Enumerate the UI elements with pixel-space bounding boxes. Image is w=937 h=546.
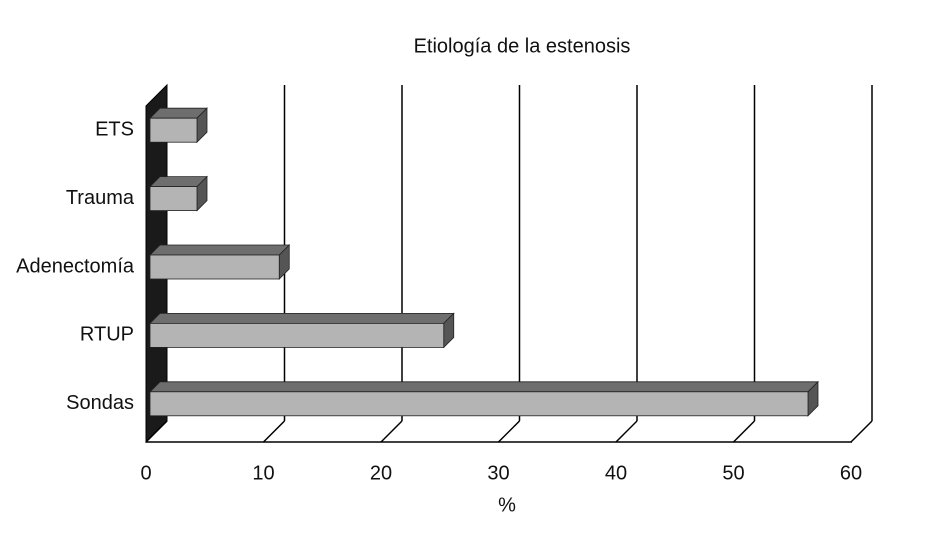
x-tick-label: 20 — [370, 462, 392, 484]
bar — [149, 107, 208, 144]
bar — [149, 244, 291, 280]
bar-top — [149, 244, 291, 256]
bar-front — [149, 117, 198, 143]
x-tick-label: 40 — [605, 462, 627, 484]
bar-front — [149, 254, 280, 280]
x-tick-label: 0 — [140, 462, 151, 484]
x-tick-label: 30 — [487, 462, 509, 484]
bar — [149, 175, 208, 212]
y-tick-label: ETS — [95, 118, 134, 140]
tick-mark — [262, 420, 286, 443]
tick-mark — [145, 420, 168, 443]
bar-top — [149, 381, 819, 393]
tick-mark — [615, 420, 638, 443]
chart-title: Etiología de la estenosis — [414, 35, 631, 57]
y-tick-label: Trauma — [66, 187, 135, 209]
bar — [149, 380, 819, 417]
x-tick-label: 50 — [722, 462, 744, 484]
tick-mark — [850, 420, 873, 443]
x-tick-label: 60 — [840, 462, 862, 484]
x-tick-label: 10 — [252, 462, 274, 484]
bar — [149, 312, 455, 349]
y-tick-label: RTUP — [80, 324, 134, 346]
bar-front — [149, 391, 809, 417]
tick-mark — [732, 420, 756, 443]
x-axis-label: % — [498, 494, 516, 516]
tick-mark — [497, 420, 521, 443]
bar-top — [149, 312, 455, 324]
tick-mark — [380, 420, 403, 443]
y-tick-label: Sondas — [66, 392, 134, 414]
bar-front — [149, 186, 198, 212]
bar-front — [149, 322, 445, 348]
y-tick-label: Adenectomía — [16, 255, 135, 277]
